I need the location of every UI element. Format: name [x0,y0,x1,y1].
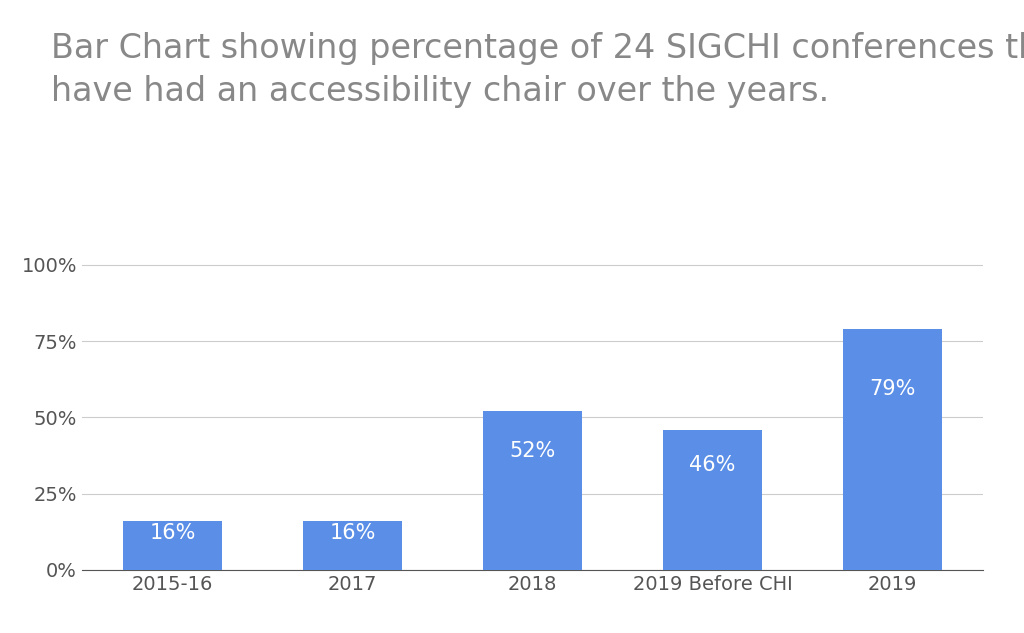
Text: Bar Chart showing percentage of 24 SIGCHI conferences that
have had an accessibi: Bar Chart showing percentage of 24 SIGCH… [51,32,1024,108]
Text: 79%: 79% [869,379,915,399]
Text: 16%: 16% [150,523,196,543]
Text: 52%: 52% [509,441,556,461]
Text: 46%: 46% [689,454,735,475]
Bar [843,329,942,570]
Text: 16%: 16% [330,523,376,543]
Bar [663,430,762,570]
Bar [483,411,582,570]
Bar [123,521,222,570]
Bar [303,521,402,570]
